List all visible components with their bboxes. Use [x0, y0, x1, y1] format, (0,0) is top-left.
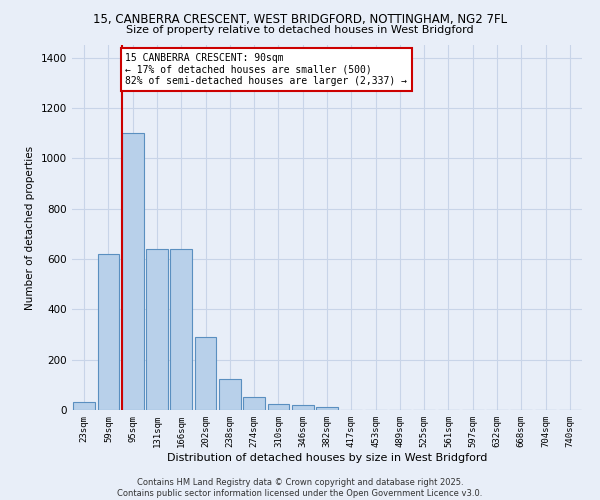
Text: Contains HM Land Registry data © Crown copyright and database right 2025.
Contai: Contains HM Land Registry data © Crown c…	[118, 478, 482, 498]
Bar	[146, 249, 168, 410]
Bar	[219, 378, 241, 410]
X-axis label: Distribution of detached houses by size in West Bridgford: Distribution of detached houses by size …	[167, 452, 487, 462]
Text: Size of property relative to detached houses in West Bridgford: Size of property relative to detached ho…	[126, 25, 474, 35]
Bar	[73, 402, 95, 410]
Bar	[170, 249, 192, 410]
Bar	[194, 337, 217, 410]
Bar	[268, 404, 289, 410]
Bar	[122, 133, 143, 410]
Text: 15 CANBERRA CRESCENT: 90sqm
← 17% of detached houses are smaller (500)
82% of se: 15 CANBERRA CRESCENT: 90sqm ← 17% of det…	[125, 52, 407, 86]
Bar	[243, 398, 265, 410]
Bar	[316, 408, 338, 410]
Bar	[292, 405, 314, 410]
Bar	[97, 254, 119, 410]
Y-axis label: Number of detached properties: Number of detached properties	[25, 146, 35, 310]
Text: 15, CANBERRA CRESCENT, WEST BRIDGFORD, NOTTINGHAM, NG2 7FL: 15, CANBERRA CRESCENT, WEST BRIDGFORD, N…	[93, 12, 507, 26]
